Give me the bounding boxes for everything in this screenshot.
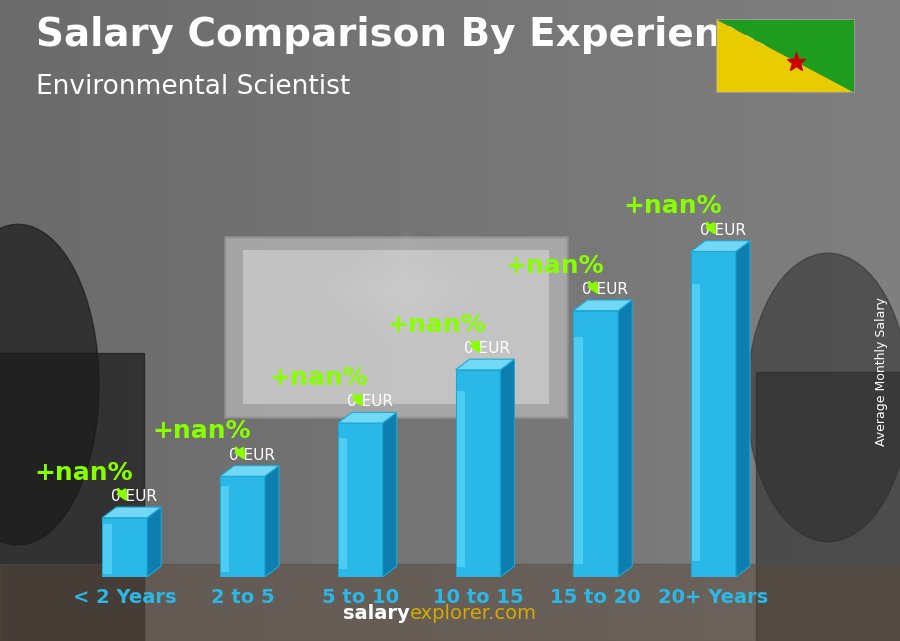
Polygon shape — [500, 359, 515, 577]
Text: +nan%: +nan% — [505, 253, 604, 292]
Bar — [691, 251, 736, 577]
Text: salary: salary — [343, 604, 410, 623]
Bar — [103, 518, 147, 577]
Bar — [456, 390, 464, 567]
Text: explorer.com: explorer.com — [410, 604, 536, 623]
Bar — [574, 337, 582, 563]
Text: +nan%: +nan% — [152, 419, 250, 458]
Bar — [104, 524, 112, 574]
Polygon shape — [573, 300, 632, 311]
Text: Salary Comparison By Experience: Salary Comparison By Experience — [36, 16, 770, 54]
Polygon shape — [265, 465, 279, 577]
Polygon shape — [618, 300, 632, 577]
Text: Average Monthly Salary: Average Monthly Salary — [876, 297, 888, 446]
Polygon shape — [147, 507, 161, 577]
Bar — [0, 353, 144, 641]
Text: +nan%: +nan% — [34, 461, 133, 499]
Polygon shape — [716, 19, 855, 93]
Polygon shape — [455, 359, 515, 370]
Text: +nan%: +nan% — [623, 194, 722, 233]
Bar — [0, 564, 900, 641]
FancyBboxPatch shape — [243, 250, 549, 404]
Text: 0 EUR: 0 EUR — [229, 447, 274, 463]
Text: +nan%: +nan% — [387, 313, 486, 351]
Bar — [221, 487, 230, 572]
Text: 0 EUR: 0 EUR — [582, 282, 628, 297]
Text: 0 EUR: 0 EUR — [464, 341, 510, 356]
Bar — [573, 311, 618, 577]
Bar — [339, 438, 347, 569]
Polygon shape — [103, 507, 161, 518]
Bar — [220, 476, 265, 577]
Bar — [338, 423, 382, 577]
Polygon shape — [220, 465, 279, 476]
Bar — [756, 372, 900, 641]
Bar — [692, 284, 700, 561]
Ellipse shape — [0, 224, 99, 545]
Text: 0 EUR: 0 EUR — [346, 394, 392, 410]
Polygon shape — [736, 241, 750, 577]
Polygon shape — [382, 412, 397, 577]
Ellipse shape — [747, 253, 900, 542]
Polygon shape — [691, 241, 750, 251]
Text: 0 EUR: 0 EUR — [111, 489, 158, 504]
FancyBboxPatch shape — [225, 237, 567, 417]
Text: Environmental Scientist: Environmental Scientist — [36, 74, 350, 100]
Text: +nan%: +nan% — [270, 366, 368, 404]
Polygon shape — [716, 19, 855, 93]
Bar — [455, 370, 500, 577]
Polygon shape — [338, 412, 397, 423]
Text: 0 EUR: 0 EUR — [700, 223, 746, 238]
